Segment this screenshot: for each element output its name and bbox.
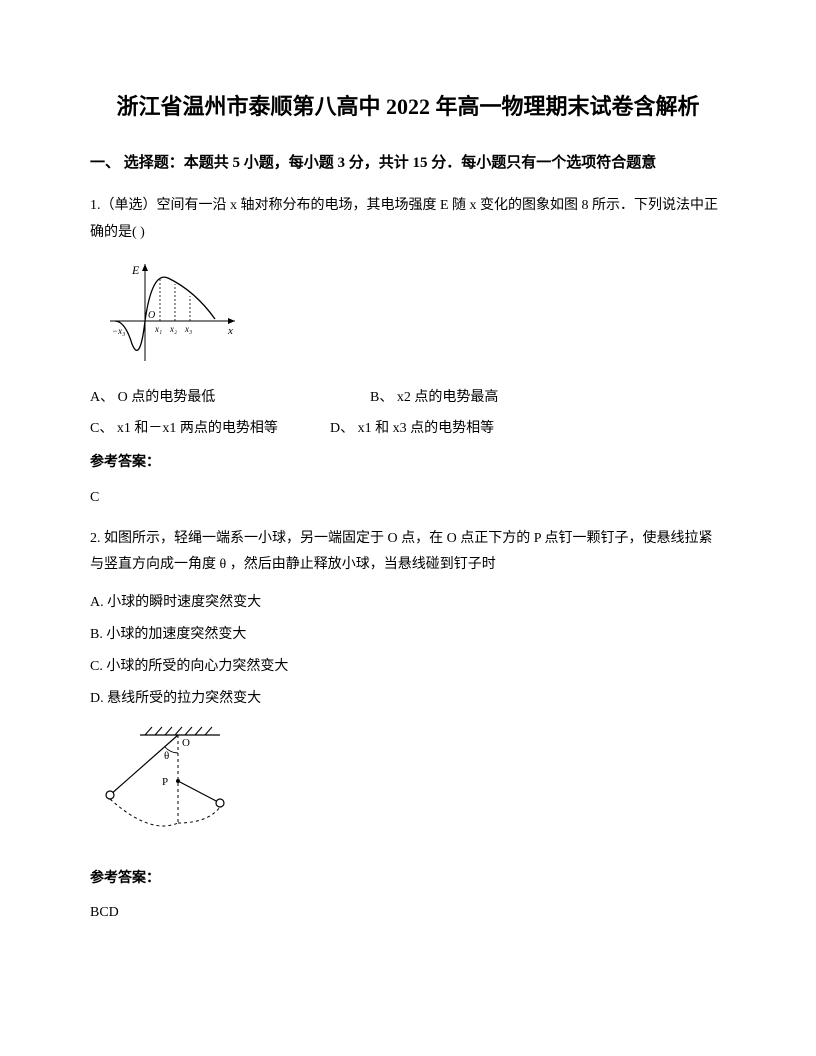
q2-option-a: A. 小球的瞬时速度突然变大 xyxy=(90,589,726,617)
q1-option-a: A、 O 点的电势最低 xyxy=(90,385,370,412)
q1-options-row2: C、 x1 和－x1 两点的电势相等 D、 x1 和 x3 点的电势相等 xyxy=(90,416,726,443)
q2-option-c: C. 小球的所受的向心力突然变大 xyxy=(90,653,726,681)
q1-text: 1.（单选）空间有一沿 x 轴对称分布的电场，其电场强度 E 随 x 变化的图象… xyxy=(90,193,726,246)
label-x3: x₃ xyxy=(184,324,192,334)
diagram-label-o: O xyxy=(182,737,190,749)
q2-text: 2. 如图所示，轻绳一端系一小球，另一端固定于 O 点，在 O 点正下方的 P … xyxy=(90,526,726,579)
q1-answer-label: 参考答案： xyxy=(90,450,726,477)
q1-option-d: D、 x1 和 x3 点的电势相等 xyxy=(330,416,494,443)
page-title: 浙江省温州市泰顺第八高中 2022 年高一物理期末试卷含解析 xyxy=(90,90,726,123)
q1-answer: C xyxy=(90,485,726,512)
diagram-label-theta: θ xyxy=(164,750,169,762)
label-mx3: −x₃ xyxy=(112,326,125,336)
origin-label: O xyxy=(148,310,155,321)
label-x2: x₂ xyxy=(169,324,177,334)
q2-answer-label: 参考答案： xyxy=(90,866,726,893)
q2-option-b: B. 小球的加速度突然变大 xyxy=(90,621,726,649)
diagram-label-p: P xyxy=(162,776,168,788)
q1-graph: E O x −x₃ x₁ x₂ x₃ xyxy=(90,256,726,371)
q2-option-d: D. 悬线所受的拉力突然变大 xyxy=(90,685,726,713)
axis-label-x: x xyxy=(227,325,233,337)
q2-answer: BCD xyxy=(90,900,726,927)
q2-diagram: O θ P xyxy=(90,723,726,848)
q1-options-row1: A、 O 点的电势最低 B、 x2 点的电势最高 xyxy=(90,385,726,412)
label-x1: x₁ xyxy=(154,324,162,334)
section-header: 一、 选择题：本题共 5 小题，每小题 3 分，共计 15 分．每小题只有一个选… xyxy=(90,151,726,175)
q1-option-c: C、 x1 和－x1 两点的电势相等 xyxy=(90,416,330,443)
q1-option-b: B、 x2 点的电势最高 xyxy=(370,385,650,412)
axis-label-e: E xyxy=(131,263,140,277)
